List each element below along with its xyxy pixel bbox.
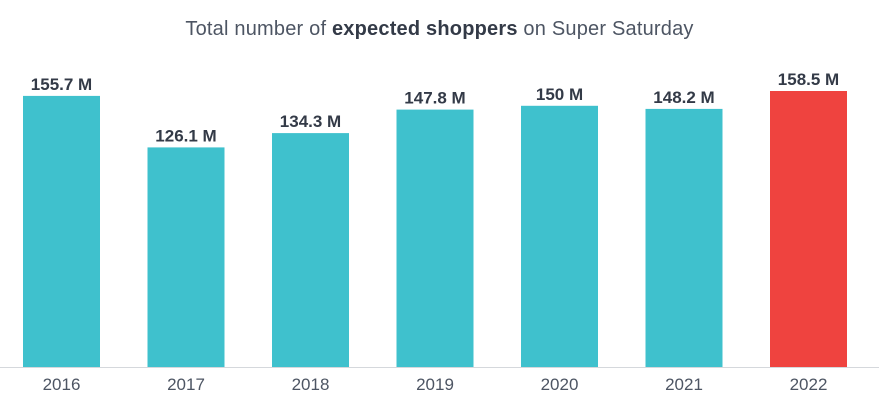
value-label-2021: 148.2 M (653, 88, 714, 107)
bar-2017 (147, 147, 225, 367)
bar-2020 (521, 105, 598, 368)
value-label-2017: 126.1 M (155, 126, 216, 145)
bar-2016 (23, 95, 100, 368)
bar-2021 (645, 108, 723, 368)
x-tick-label-2019: 2019 (416, 375, 454, 394)
chart-title-prefix: Total number of (185, 18, 332, 40)
value-label-2019: 147.8 M (404, 89, 465, 108)
x-tick-label-2018: 2018 (292, 375, 330, 394)
x-tick-label-2021: 2021 (665, 375, 703, 394)
bar-2022 (770, 91, 847, 367)
x-tick-label-2020: 2020 (541, 375, 579, 394)
x-tick-label-2016: 2016 (43, 375, 81, 394)
value-label-2018: 134.3 M (280, 112, 341, 131)
chart-title-suffix: on Super Saturday (517, 18, 694, 40)
x-tick-label-2017: 2017 (167, 375, 205, 394)
value-label-2022: 158.5 M (778, 70, 839, 89)
chart-title-emphasis: expected shoppers (331, 18, 518, 40)
chart-title: Total number of expected shoppers on Sup… (0, 18, 879, 41)
x-tick-label-2022: 2022 (790, 375, 828, 394)
value-label-2016: 155.7 M (31, 75, 92, 94)
bar-2019 (396, 109, 474, 367)
bar-2018 (272, 133, 349, 367)
value-label-2020: 150 M (536, 85, 583, 104)
